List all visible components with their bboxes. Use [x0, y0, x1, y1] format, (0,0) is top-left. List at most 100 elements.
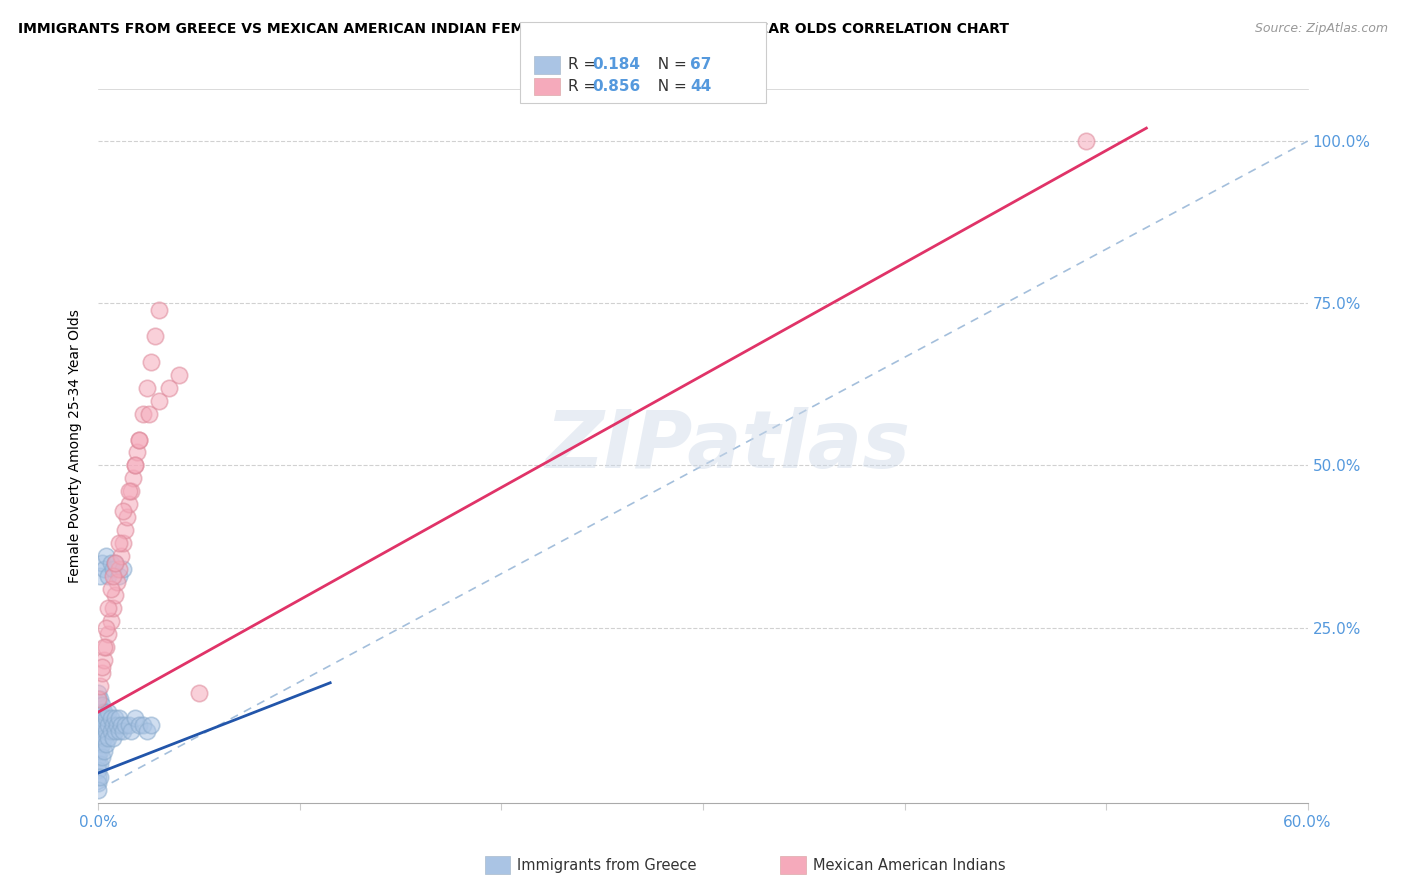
Y-axis label: Female Poverty Among 25-34 Year Olds: Female Poverty Among 25-34 Year Olds	[69, 309, 83, 583]
Point	[124, 711, 146, 725]
Point	[148, 302, 170, 317]
Point	[87, 705, 110, 719]
Point	[89, 756, 111, 771]
Point	[111, 724, 134, 739]
Text: 67: 67	[690, 57, 711, 71]
Point	[110, 718, 132, 732]
Point	[87, 692, 110, 706]
Point	[128, 433, 150, 447]
Point	[96, 738, 118, 752]
Point	[96, 621, 118, 635]
Point	[89, 705, 111, 719]
Point	[167, 368, 190, 382]
Point	[100, 614, 122, 628]
Text: IMMIGRANTS FROM GREECE VS MEXICAN AMERICAN INDIAN FEMALE POVERTY AMONG 25-34 YEA: IMMIGRANTS FROM GREECE VS MEXICAN AMERIC…	[18, 22, 1010, 37]
Point	[107, 711, 129, 725]
Point	[132, 718, 155, 732]
Point	[114, 718, 136, 732]
Point	[93, 640, 115, 654]
Point	[89, 692, 111, 706]
Text: ZIPatlas: ZIPatlas	[544, 407, 910, 485]
Point	[97, 731, 120, 745]
Point	[118, 484, 141, 499]
Point	[103, 556, 125, 570]
Point	[101, 562, 124, 576]
Point	[139, 718, 162, 732]
Point	[121, 471, 143, 485]
Point	[103, 588, 125, 602]
Point	[96, 549, 118, 564]
Point	[87, 770, 110, 784]
Point	[110, 549, 132, 564]
Point	[135, 381, 157, 395]
Point	[124, 458, 146, 473]
Point	[91, 556, 114, 570]
Point	[120, 484, 142, 499]
Point	[100, 724, 122, 739]
Point	[107, 536, 129, 550]
Point	[111, 504, 134, 518]
Point	[89, 679, 111, 693]
Point	[91, 711, 114, 725]
Point	[87, 731, 110, 745]
Point	[103, 556, 125, 570]
Point	[96, 724, 118, 739]
Point	[107, 562, 129, 576]
Point	[103, 724, 125, 739]
Point	[138, 407, 160, 421]
Text: 44: 44	[690, 79, 711, 94]
Point	[91, 724, 114, 739]
Point	[87, 698, 110, 713]
Point	[100, 556, 122, 570]
Point	[97, 601, 120, 615]
Point	[1074, 134, 1097, 148]
Point	[111, 562, 134, 576]
Point	[89, 744, 111, 758]
Point	[124, 458, 146, 473]
Point	[87, 718, 110, 732]
Point	[107, 724, 129, 739]
Point	[93, 562, 115, 576]
Point	[87, 782, 110, 797]
Point	[96, 640, 118, 654]
Point	[87, 750, 110, 764]
Point	[89, 770, 111, 784]
Text: N =: N =	[648, 79, 692, 94]
Point	[115, 510, 138, 524]
Point	[87, 738, 110, 752]
Point	[188, 685, 211, 699]
Point	[101, 568, 124, 582]
Text: Mexican American Indians: Mexican American Indians	[813, 858, 1005, 872]
Point	[100, 711, 122, 725]
Point	[91, 659, 114, 673]
Point	[93, 718, 115, 732]
Point	[120, 724, 142, 739]
Point	[93, 705, 115, 719]
Point	[97, 568, 120, 582]
Point	[105, 718, 128, 732]
Text: Source: ZipAtlas.com: Source: ZipAtlas.com	[1254, 22, 1388, 36]
Point	[87, 756, 110, 771]
Point	[111, 536, 134, 550]
Point	[87, 776, 110, 790]
Point	[103, 711, 125, 725]
Text: R =: R =	[568, 57, 602, 71]
Point	[125, 445, 148, 459]
Point	[105, 575, 128, 590]
Point	[87, 764, 110, 778]
Point	[114, 524, 136, 538]
Point	[100, 582, 122, 596]
Point	[97, 718, 120, 732]
Point	[97, 627, 120, 641]
Point	[107, 568, 129, 582]
Point	[87, 744, 110, 758]
Point	[101, 718, 124, 732]
Point	[143, 328, 166, 343]
Point	[139, 354, 162, 368]
Point	[91, 750, 114, 764]
Point	[157, 381, 180, 395]
Point	[89, 568, 111, 582]
Text: N =: N =	[648, 57, 692, 71]
Point	[148, 393, 170, 408]
Point	[93, 653, 115, 667]
